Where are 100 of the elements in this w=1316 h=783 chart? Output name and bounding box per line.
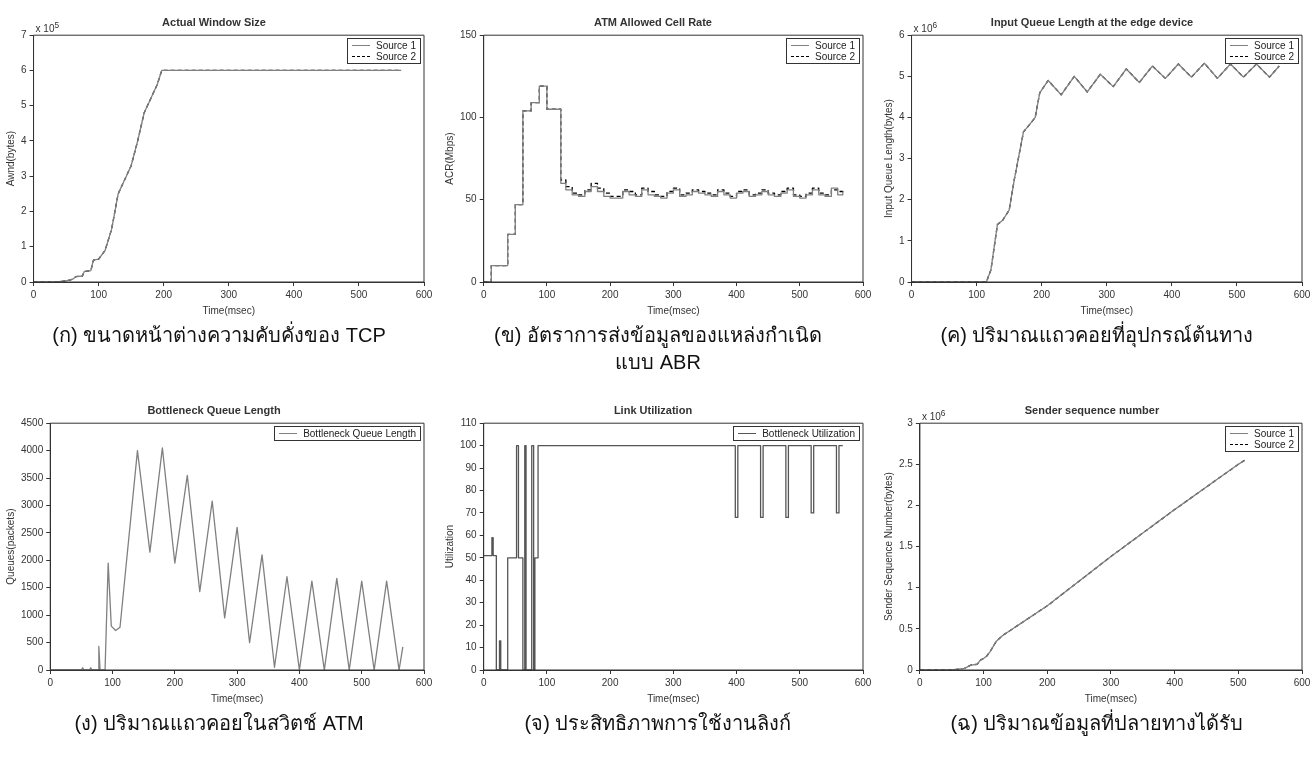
chart-title: Sender sequence number [1024,403,1160,416]
text: (จ) ประสิทธิภาพการใช้งานลิงก์ [523,711,793,736]
x-tick-label: 100 [104,676,122,688]
y-tick-label: 50 [465,193,478,205]
legend-label: Bottleneck Queue Length [303,428,416,440]
y-tick-label: 10 [465,641,478,653]
y-tick-label: 50 [465,551,478,563]
y-tick-label: 70 [465,506,478,518]
y-tick-label: 2 [907,499,914,511]
y-tick-label: 1000 [21,608,44,620]
y-tick-label: 1 [21,240,27,252]
y-tick-label: 3500 [21,471,44,483]
y-tick-label: 1 [899,234,905,246]
legend-label: Source 1 [814,40,855,52]
x-axis-title: Time(msec) [202,304,255,316]
y-tick-label: 0 [37,663,44,675]
x-tick-label: 100 [968,288,986,300]
y-tick-label: 40 [465,574,478,585]
y-tick-label: 2.5 [899,458,914,470]
chart-title: Bottleneck Queue Length [147,403,281,416]
legend-label: Source 1 [1253,40,1294,52]
y-tick-label: 2500 [21,526,44,538]
y-tick-label: 0.5 [899,622,914,634]
x-axis-title: Time(msec) [1084,692,1138,704]
y-tick-label: 4000 [21,444,44,456]
y-tick-label: 2 [899,193,905,205]
x-tick-label: 500 [1229,676,1248,688]
legend-label: Source 2 [375,51,416,63]
y-axis-title: Sender Sequence Number(bytes) [882,472,894,622]
chart-title: Input Queue Length at the edge device [990,15,1194,28]
y-tick-label: 5 [899,70,905,82]
text: (ค) ปริมาณแถวคอยที่อุปกรณ์ต้นทาง [939,322,1255,349]
y-tick-label: 100 [460,439,478,451]
y-tick-label: 0 [471,663,478,675]
y-axis-title: Input Queue Length(bytes) [882,99,894,219]
x-tick-label: 100 [538,288,556,300]
x-tick-label: 0 [480,288,487,300]
x-tick-label: 0 [480,676,487,688]
x-axis-title: Time(msec) [647,304,700,316]
y-tick-label: 3 [21,169,27,181]
x-tick-label: 200 [601,676,619,688]
y-tick-label: 4 [21,134,27,146]
x-tick-label: 200 [155,288,173,300]
x-tick-label: 400 [1163,288,1181,300]
y-tick-label: 6 [899,28,905,40]
x-tick-label: 200 [1038,676,1057,688]
y-axis-title: ACR(Mbps) [443,132,455,185]
x-axis-title: Time(msec) [1080,304,1133,316]
x-tick-label: 600 [854,676,872,688]
x-tick-label: 600 [854,288,872,300]
x-tick-label: 500 [791,288,809,300]
text: (ง) ปริมาณแถวคอยในสวิตช์ ATM [73,711,365,736]
legend-label: Source 1 [1253,428,1294,440]
x-tick-label: 300 [1102,676,1120,688]
chart-title: ATM Allowed Cell Rate [594,15,712,28]
x-tick-label: 100 [90,288,108,300]
x-tick-label: 400 [1166,676,1184,688]
y-tick-label: 150 [460,28,478,40]
y-axis-title: Awnd(bytes) [4,130,16,187]
x-tick-label: 600 [415,676,433,688]
text: x 10$^{5}$ [35,20,60,35]
x-tick-label: 300 [665,288,683,300]
y-tick-label: 4500 [21,416,44,428]
y-tick-label: 0 [21,275,27,287]
x-tick-label: 200 [1033,288,1051,300]
y-tick-label: 1500 [21,581,44,593]
y-tick-label: 3 [907,416,914,428]
y-tick-label: 5 [21,99,27,111]
x-tick-label: 0 [47,676,54,688]
y-tick-label: 110 [460,416,478,428]
legend-label: Source 1 [375,40,416,52]
legend-label: Source 2 [1253,51,1294,63]
y-tick-label: 1 [907,581,914,593]
x-tick-label: 500 [1228,288,1246,300]
y-tick-label: 0 [907,663,914,675]
y-tick-label: 500 [26,636,44,648]
text: x 10$^{6}$ [921,408,946,423]
y-tick-label: 90 [465,461,478,473]
y-tick-label: 1.5 [899,540,914,552]
x-tick-label: 200 [166,676,184,688]
x-tick-label: 300 [1098,288,1116,300]
y-tick-label: 3000 [21,499,44,511]
y-tick-label: 20 [465,618,478,630]
x-tick-label: 200 [601,288,619,300]
x-tick-label: 400 [728,676,746,688]
chart-title: Actual Window Size [162,15,266,28]
y-tick-label: 80 [465,484,478,496]
legend-label: Source 2 [1253,439,1294,451]
x-tick-label: 400 [291,676,309,688]
x-tick-label: 300 [228,676,246,688]
y-tick-label: 0 [471,275,478,287]
y-axis-title: Utilization [443,524,455,569]
text: (ก) ขนาดหน้าต่างความคับคั่งของ TCP [51,322,387,348]
x-tick-label: 400 [285,288,303,300]
x-axis-title: Time(msec) [647,692,700,704]
text: x 10$^{6}$ [913,20,938,35]
x-tick-label: 500 [353,676,371,688]
y-axis-title: Queues(packets) [4,508,16,585]
x-tick-label: 100 [975,676,993,688]
x-tick-label: 300 [220,288,238,300]
